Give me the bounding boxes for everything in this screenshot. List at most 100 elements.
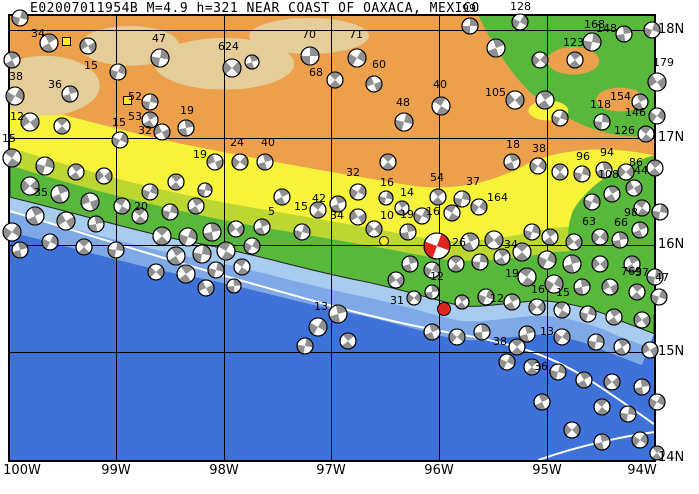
focal-mechanism-ball[interactable] [227, 220, 245, 238]
focal-mechanism-ball[interactable] [147, 263, 165, 281]
focal-mechanism-ball[interactable] [113, 197, 131, 215]
focal-mechanism-ball[interactable] [553, 301, 571, 319]
focal-mechanism-ball[interactable] [566, 51, 584, 69]
focal-mechanism-ball[interactable] [615, 25, 633, 43]
focal-mechanism-ball[interactable] [537, 250, 557, 270]
focal-mechanism-ball[interactable] [605, 308, 623, 326]
focal-mechanism-ball[interactable] [39, 33, 59, 53]
focal-mechanism-ball[interactable] [512, 242, 532, 262]
focal-mechanism-ball[interactable] [67, 163, 85, 181]
focal-mechanism-ball[interactable] [453, 190, 471, 208]
focal-mechanism-ball[interactable] [207, 261, 225, 279]
focal-mechanism-ball[interactable] [406, 290, 422, 306]
station-square-marker[interactable] [61, 36, 71, 46]
focal-mechanism-ball[interactable] [394, 200, 410, 216]
focal-mechanism-ball[interactable] [349, 208, 367, 226]
focal-mechanism-ball[interactable] [505, 90, 525, 110]
focal-mechanism-ball[interactable] [631, 221, 649, 239]
focal-mechanism-ball[interactable] [222, 58, 242, 78]
focal-mechanism-ball[interactable] [593, 113, 611, 131]
focal-mechanism-ball[interactable] [349, 183, 367, 201]
focal-mechanism-ball[interactable] [650, 288, 668, 306]
focal-mechanism-ball[interactable] [56, 211, 76, 231]
focal-mechanism-ball[interactable] [544, 274, 564, 294]
focal-mechanism-ball[interactable] [646, 159, 664, 177]
focal-mechanism-ball[interactable] [448, 328, 466, 346]
focal-mechanism-ball[interactable] [161, 203, 179, 221]
focal-mechanism-ball[interactable] [365, 220, 383, 238]
focal-mechanism-ball[interactable] [166, 246, 186, 266]
focal-mechanism-ball[interactable] [379, 153, 397, 171]
focal-mechanism-ball[interactable] [551, 109, 569, 127]
focal-mechanism-ball[interactable] [582, 32, 602, 52]
focal-mechanism-ball[interactable] [573, 278, 591, 296]
focal-mechanism-ball[interactable] [593, 398, 611, 416]
focal-mechanism-ball[interactable] [233, 258, 251, 276]
focal-mechanism-ball[interactable] [216, 241, 236, 261]
focal-mechanism-ball[interactable] [619, 405, 637, 423]
focal-mechanism-ball[interactable] [399, 223, 417, 241]
focal-mechanism-ball[interactable] [401, 255, 419, 273]
focal-mechanism-ball[interactable] [549, 363, 567, 381]
focal-mechanism-ball[interactable] [511, 13, 529, 31]
focal-mechanism-ball[interactable] [413, 207, 431, 225]
focal-mechanism-ball[interactable] [603, 185, 621, 203]
focal-mechanism-ball[interactable] [20, 112, 40, 132]
focal-mechanism-ball[interactable] [648, 393, 666, 411]
focal-mechanism-ball[interactable] [486, 38, 506, 58]
focal-mechanism-ball[interactable] [41, 233, 59, 251]
focal-mechanism-ball[interactable] [565, 233, 583, 251]
focal-mechanism-ball[interactable] [150, 48, 170, 68]
highlighted-focal-mechanism-ball[interactable] [423, 232, 451, 260]
focal-mechanism-ball[interactable] [601, 278, 619, 296]
focal-mechanism-ball[interactable] [328, 304, 348, 324]
event-epicenter-dot[interactable] [437, 302, 451, 316]
focal-mechanism-ball[interactable] [394, 112, 414, 132]
focal-mechanism-ball[interactable] [141, 111, 159, 129]
focal-mechanism-ball[interactable] [75, 238, 93, 256]
focal-mechanism-ball[interactable] [541, 228, 559, 246]
focal-mechanism-ball[interactable] [131, 207, 149, 225]
focal-mechanism-ball[interactable] [167, 173, 185, 191]
focal-mechanism-ball[interactable] [562, 254, 582, 274]
focal-mechanism-ball[interactable] [587, 333, 605, 351]
focal-mechanism-ball[interactable] [197, 182, 213, 198]
focal-mechanism-ball[interactable] [206, 153, 224, 171]
focal-mechanism-ball[interactable] [61, 85, 79, 103]
focal-mechanism-ball[interactable] [551, 163, 569, 181]
focal-mechanism-ball[interactable] [329, 195, 347, 213]
station-square-marker[interactable] [122, 95, 132, 105]
focal-mechanism-ball[interactable] [141, 183, 159, 201]
focal-mechanism-ball[interactable] [573, 165, 591, 183]
focal-mechanism-ball[interactable] [231, 153, 249, 171]
focal-mechanism-ball[interactable] [107, 241, 125, 259]
focal-mechanism-ball[interactable] [187, 197, 205, 215]
focal-mechanism-ball[interactable] [648, 107, 666, 125]
focal-mechanism-ball[interactable] [633, 378, 651, 396]
focal-mechanism-ball[interactable] [109, 63, 127, 81]
focal-mechanism-ball[interactable] [531, 51, 549, 69]
focal-mechanism-ball[interactable] [529, 157, 547, 175]
focal-mechanism-ball[interactable] [192, 244, 212, 264]
focal-mechanism-ball[interactable] [583, 193, 601, 211]
focal-mechanism-ball[interactable] [243, 237, 261, 255]
focal-mechanism-ball[interactable] [611, 231, 629, 249]
focal-mechanism-ball[interactable] [533, 393, 551, 411]
focal-mechanism-ball[interactable] [617, 163, 635, 181]
focal-mechanism-ball[interactable] [528, 298, 546, 316]
focal-mechanism-ball[interactable] [273, 188, 291, 206]
focal-mechanism-ball[interactable] [553, 328, 571, 346]
focal-mechanism-ball[interactable] [470, 198, 488, 216]
focal-mechanism-ball[interactable] [523, 223, 541, 241]
focal-mechanism-ball[interactable] [423, 323, 441, 341]
focal-mechanism-ball[interactable] [628, 283, 646, 301]
focal-mechanism-ball[interactable] [623, 255, 641, 273]
focal-mechanism-ball[interactable] [493, 248, 511, 266]
focal-mechanism-ball[interactable] [517, 267, 537, 287]
focal-mechanism-ball[interactable] [378, 190, 394, 206]
focal-mechanism-ball[interactable] [429, 188, 447, 206]
focal-mechanism-ball[interactable] [50, 184, 70, 204]
focal-mechanism-ball[interactable] [477, 288, 495, 306]
focal-mechanism-ball[interactable] [633, 311, 651, 329]
focal-mechanism-ball[interactable] [309, 201, 327, 219]
